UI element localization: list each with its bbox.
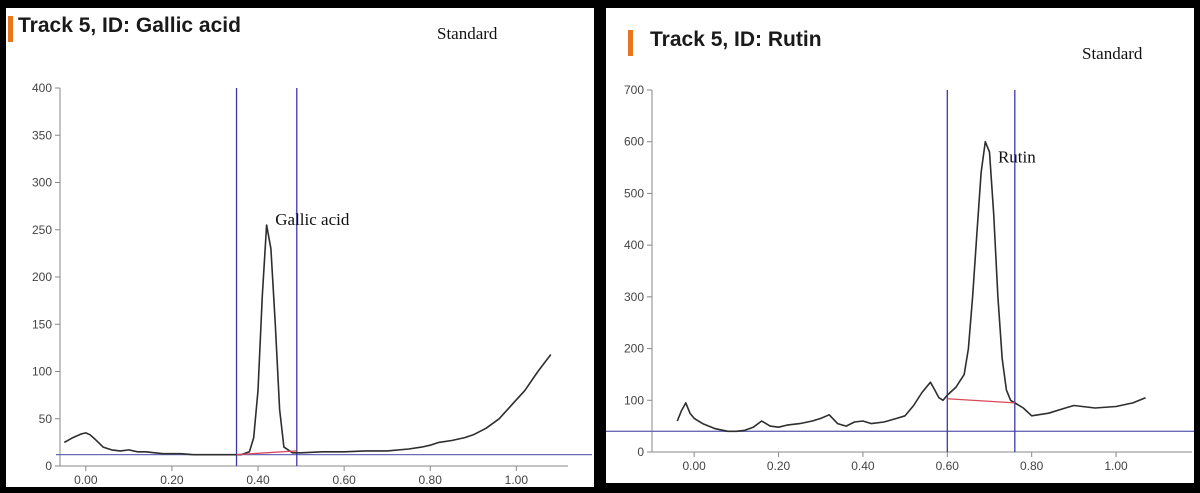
y-tick-label: 700: [624, 83, 644, 97]
x-tick-label: 0.80: [1020, 459, 1044, 473]
x-tick-label: 0.00: [74, 473, 98, 487]
peak-label: Gallic acid: [275, 210, 350, 229]
x-tick-label: 0.60: [332, 473, 356, 487]
y-tick-label: 0: [45, 459, 52, 473]
y-tick-label: 300: [624, 290, 644, 304]
x-tick-label: 0.20: [767, 459, 791, 473]
standard-label: Standard: [437, 24, 498, 43]
y-tick-label: 400: [32, 81, 52, 95]
y-tick-label: 600: [624, 135, 644, 149]
chart-panel-rutin: Track 5, ID: Rutin Standard 0 100 200 300 40…: [606, 8, 1194, 483]
y-tick-label: 250: [32, 223, 52, 237]
y-tick-label: 200: [624, 342, 644, 356]
peak-baseline: [947, 398, 1015, 404]
y-tick-label: 400: [624, 238, 644, 252]
y-tick-label: 150: [32, 317, 52, 331]
x-tick-label: 0.40: [246, 473, 270, 487]
peak-label: Rutin: [998, 147, 1036, 166]
rutin-chart: 0 100 200 300 400 500 600 700 0.00 0.20 0.40 0.60 0.…: [606, 83, 1194, 473]
x-tick-label: 1.00: [505, 473, 529, 487]
y-tick-label: 350: [32, 128, 52, 142]
x-tick-label: 0.40: [851, 459, 875, 473]
y-tick-label: 200: [32, 270, 52, 284]
gallic-acid-chart: 0 50 100 150 200 250 300 350 400 0.00 0.20 0.40 0.60…: [32, 81, 592, 487]
chart-title: Track 5, ID: Gallic acid: [18, 14, 241, 37]
standard-label: Standard: [1082, 44, 1143, 63]
x-tick-label: 0.20: [160, 473, 184, 487]
x-tick-label: 0.60: [936, 459, 960, 473]
y-tick-label: 500: [624, 186, 644, 200]
chart-panel-gallic-acid: Track 5, ID: Gallic acid Standard 0 50 100…: [6, 8, 594, 487]
track-accent-bar: [628, 30, 633, 56]
y-tick-label: 0: [637, 445, 644, 459]
chromatogram-trace: [676, 140, 1146, 433]
y-tick-label: 100: [624, 393, 644, 407]
y-tick-label: 100: [32, 365, 52, 379]
x-tick-label: 0.80: [419, 473, 443, 487]
x-tick-label: 1.00: [1104, 459, 1128, 473]
y-tick-label: 300: [32, 176, 52, 190]
x-tick-label: 0.00: [683, 459, 707, 473]
chromatogram-trace: [63, 224, 552, 456]
peak-baseline: [236, 450, 297, 456]
track-accent-bar: [8, 16, 13, 42]
chart-title: Track 5, ID: Rutin: [650, 28, 822, 51]
y-tick-label: 50: [39, 412, 53, 426]
